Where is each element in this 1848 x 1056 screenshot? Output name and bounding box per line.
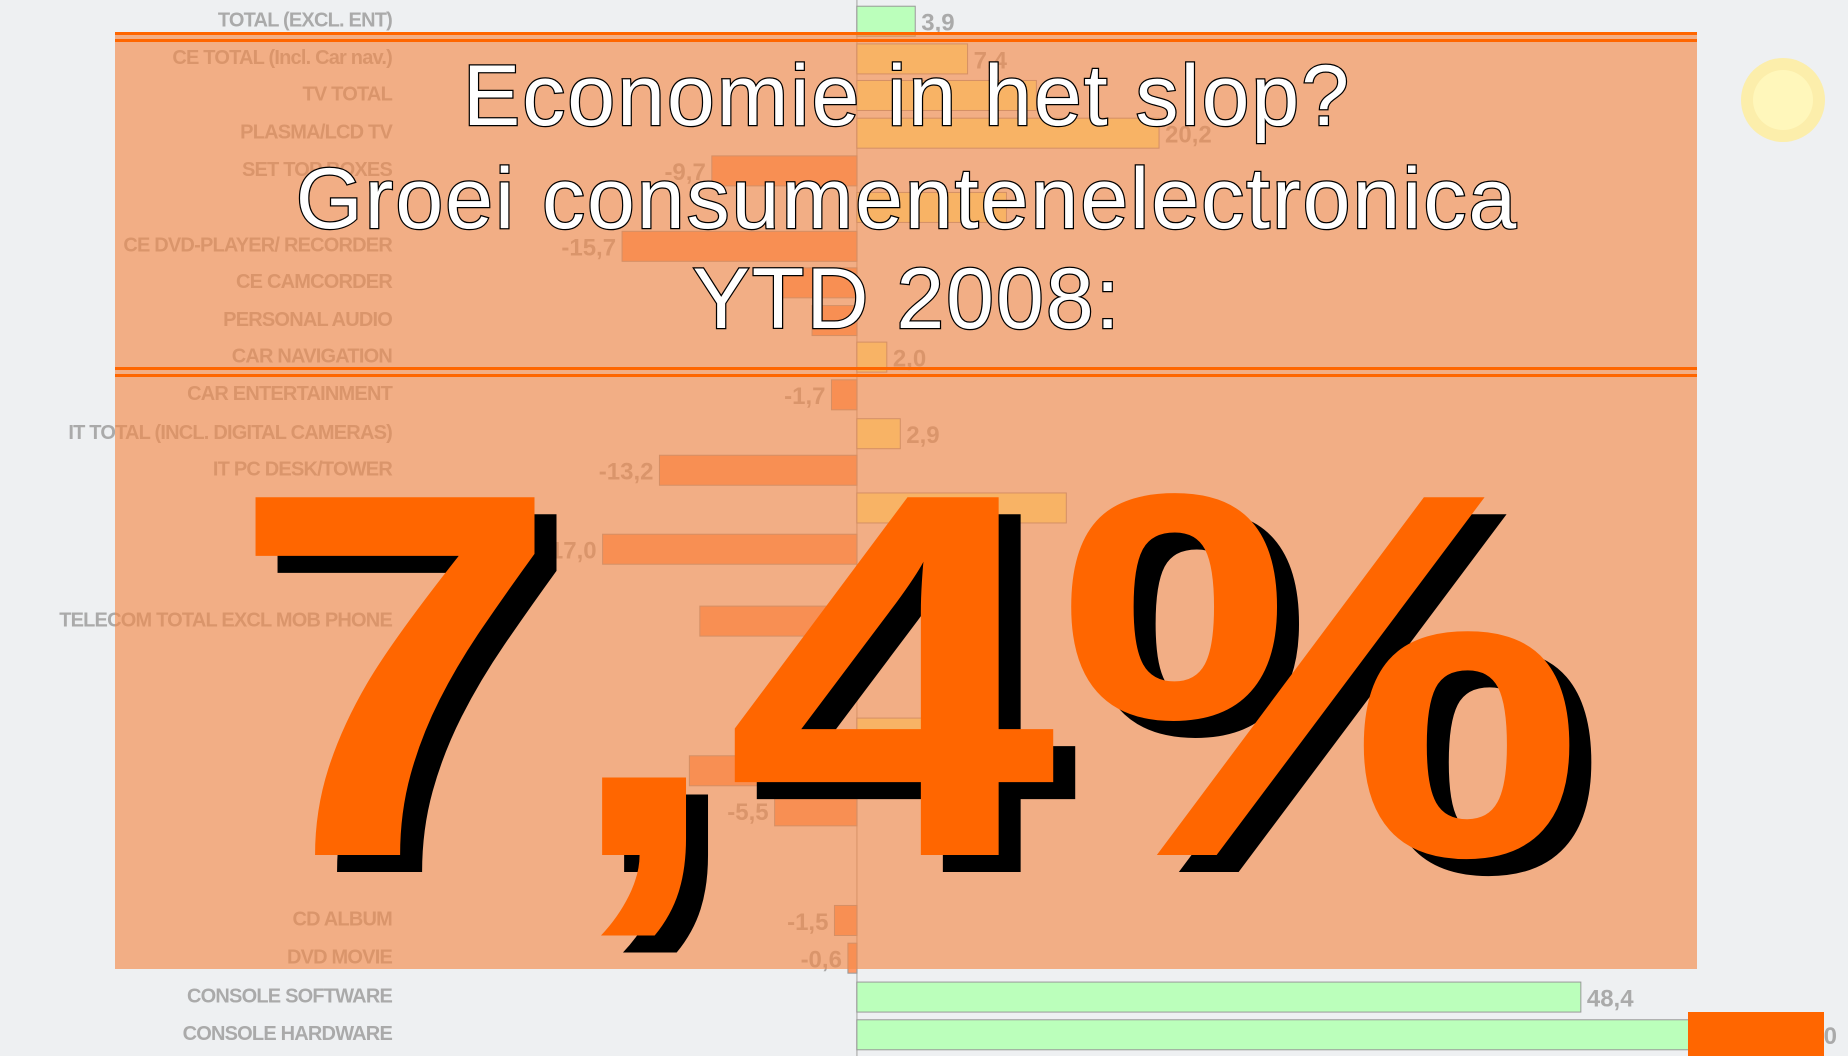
title-line: Groei consumentenelectronica [296,151,1518,247]
value-label: 48,4 [1587,985,1634,1012]
bar [856,981,1582,1013]
title-line: YTD 2008: [692,251,1121,347]
title-line: Economie in het slop? [463,48,1351,144]
category-label: CONSOLE SOFTWARE [187,985,392,1007]
bar [856,5,916,37]
sun [1741,58,1825,142]
headline-shadow: 7,4% [252,402,1607,983]
decor-lines [115,32,1697,377]
corner-box [1688,1012,1824,1056]
category-label: TOTAL (EXCL. ENT) [218,9,392,31]
category-label: CONSOLE HARDWARE [183,1023,393,1045]
headline: 7,4% [230,385,1585,966]
overlay [115,33,1697,969]
bar [856,1019,1785,1051]
